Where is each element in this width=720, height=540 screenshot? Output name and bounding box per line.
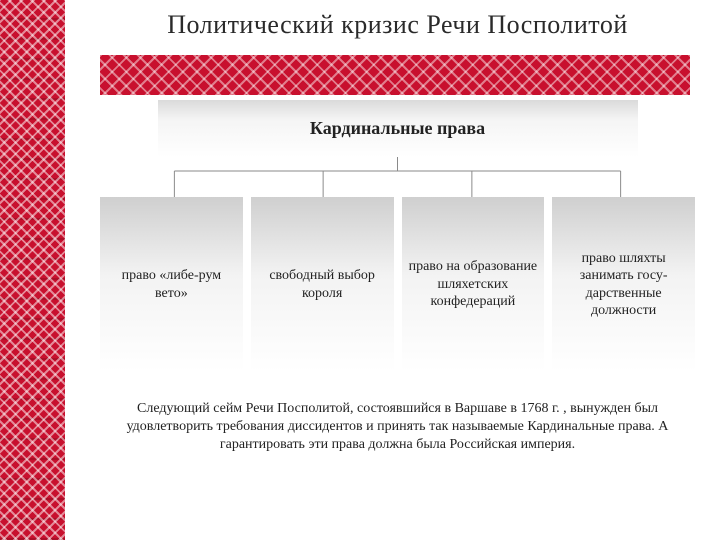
content-area: Политический кризис Речи Посполитой Кард…: [65, 0, 720, 540]
diagram-child-box: право на образование шляхетских конфедер…: [402, 197, 545, 372]
diagram-root-box: Кардинальные права: [158, 100, 638, 157]
diagram-child-label: право «либе-рум вето»: [106, 267, 237, 302]
ornament-vertical: [0, 0, 65, 540]
page-title: Политический кризис Речи Посполитой: [100, 10, 695, 40]
diagram-child-label: право на образование шляхетских конфедер…: [408, 258, 539, 311]
diagram-root-label: Кардинальные права: [310, 118, 485, 138]
diagram-child-box: свободный выбор короля: [251, 197, 394, 372]
diagram-child-label: свободный выбор короля: [257, 267, 388, 302]
diagram-connectors: [100, 157, 695, 197]
diagram-child-label: право шляхты занимать госу-дарственные д…: [558, 250, 689, 320]
diagram-child-box: право шляхты занимать госу-дарственные д…: [552, 197, 695, 372]
diagram-child-box: право «либе-рум вето»: [100, 197, 243, 372]
caption-text: Следующий сейм Речи Посполитой, состоявш…: [100, 400, 695, 455]
diagram-children-row: право «либе-рум вето» свободный выбор ко…: [100, 197, 695, 372]
